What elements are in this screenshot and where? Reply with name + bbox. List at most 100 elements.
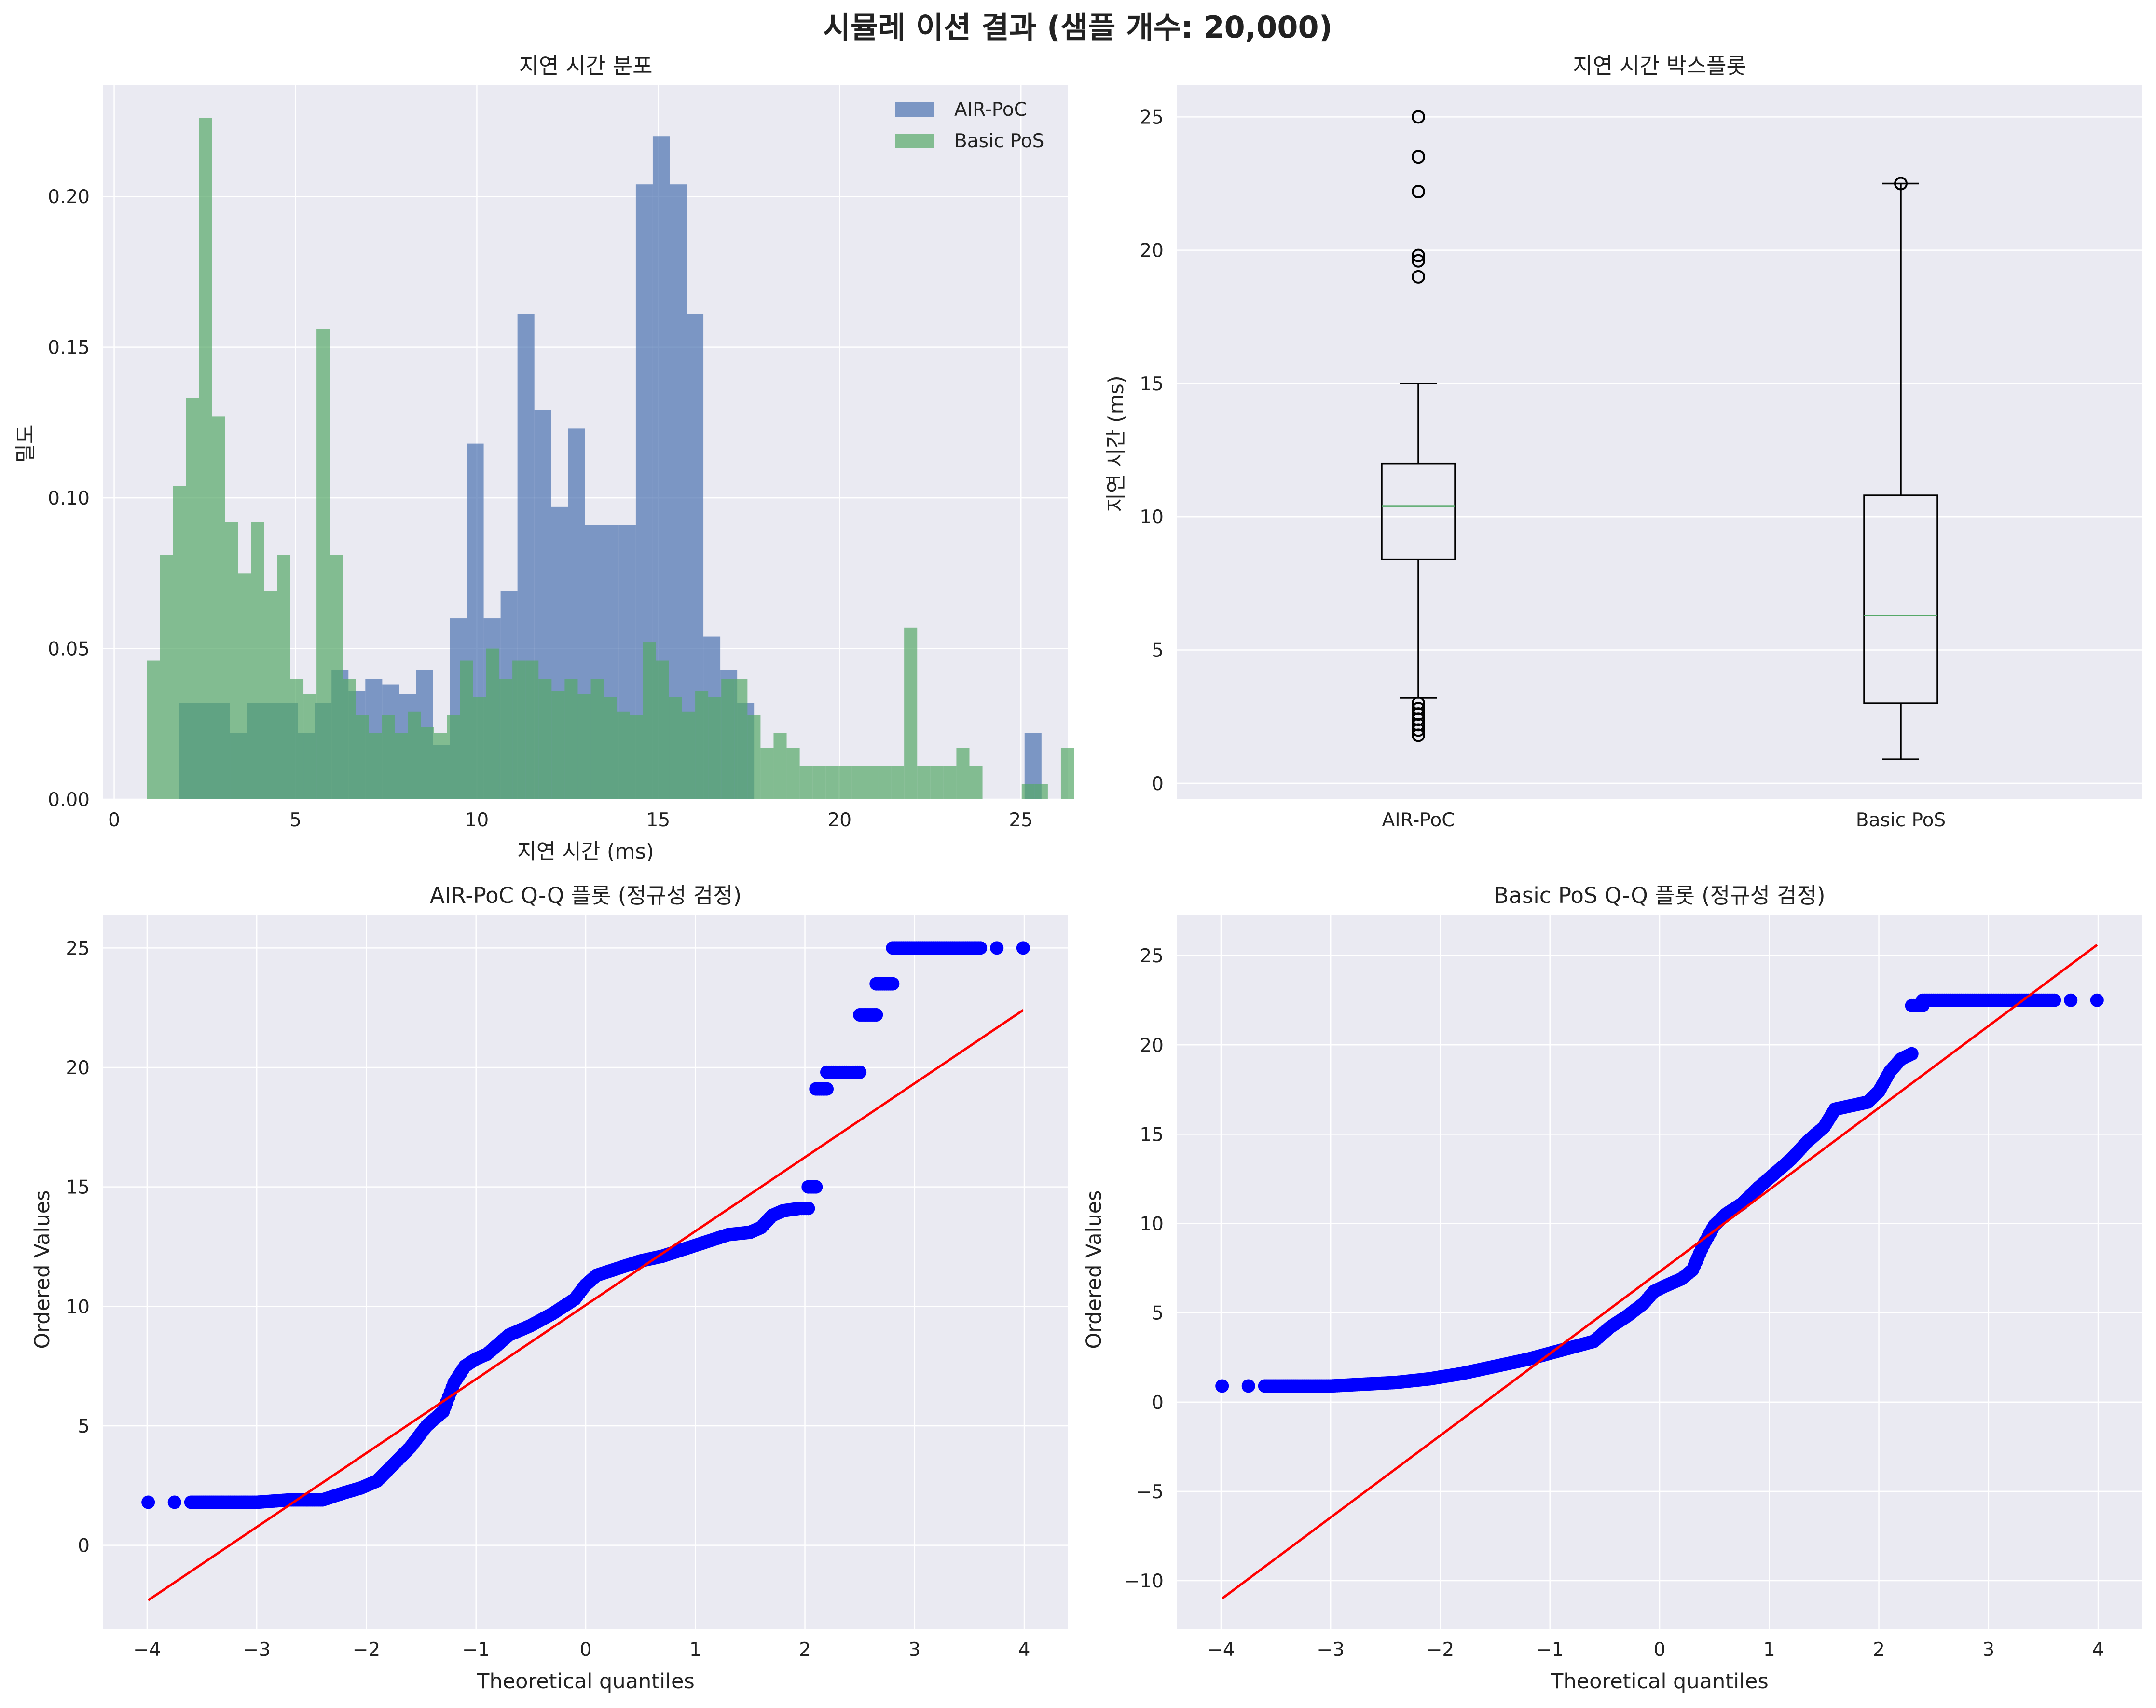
qq-air-poc-ytick-label: 15 [66, 1177, 90, 1199]
histogram-ytick-label: 0.05 [48, 639, 90, 660]
histogram-bar-basic-pos [408, 711, 421, 799]
histogram-bar-basic-pos [825, 766, 839, 799]
histogram-bar-basic-pos [369, 733, 382, 799]
histogram-xtick-label: 10 [465, 809, 489, 831]
histogram-bar-basic-pos [264, 591, 277, 799]
histogram-bar-basic-pos [343, 679, 356, 799]
qq-basic-pos-panel: Basic PoS Q-Q 플롯 (정규성 검정) Theoretical qu… [1082, 883, 2142, 1694]
histogram-bar-basic-pos [330, 555, 343, 799]
qq-air-poc-xtick-label: −3 [243, 1639, 271, 1661]
histogram-bar-basic-pos [1021, 784, 1035, 799]
histogram-bar-basic-pos [290, 679, 304, 799]
qq-basic-pos-xtick-label: −4 [1207, 1639, 1235, 1661]
histogram-ylabel: 밀도 [14, 424, 38, 463]
qq-basic-pos-ylabel: Ordered Values [1082, 1190, 1106, 1349]
histogram-bar-basic-pos [865, 766, 879, 799]
qq-basic-pos-xtick-label: −1 [1536, 1639, 1564, 1661]
qq-air-poc-ytick-label: 20 [66, 1057, 90, 1079]
qq-basic-pos-ytick-label: 25 [1140, 945, 1164, 967]
histogram-bar-basic-pos [277, 555, 290, 799]
histogram-bar-basic-pos [643, 642, 656, 799]
boxplot-ylabel: 지연 시간 (ms) [1104, 375, 1128, 512]
histogram-ytick-label: 0.15 [48, 337, 90, 359]
qq-air-poc-ytick-label: 0 [78, 1535, 90, 1557]
box-outlier [1412, 723, 1425, 737]
qq-air-poc-xlabel: Theoretical quantiles [476, 1669, 695, 1694]
qq-air-poc-xtick-label: −1 [462, 1639, 490, 1661]
qq-air-poc-xtick-label: 1 [689, 1639, 701, 1661]
box-air-poc [1381, 110, 1456, 742]
histogram-bar-basic-pos [930, 766, 944, 799]
histogram-legend: AIR-PoC Basic PoS [895, 99, 1044, 152]
histogram-bar-basic-pos [395, 733, 408, 799]
box-outlier [1412, 270, 1425, 284]
histogram-bar-basic-pos [721, 679, 735, 799]
histogram-bar-basic-pos [734, 679, 748, 799]
histogram-bar-basic-pos [656, 660, 669, 799]
qq-air-poc-ytick-label: 10 [66, 1296, 90, 1318]
histogram-panel: 지연 시간 분포 지연 시간 (ms) 밀도 0 5 10 15 20 25 0.00 0.0… [14, 53, 1634, 864]
qq-air-poc-point [809, 1180, 823, 1194]
qq-air-poc-panel: AIR-PoC Q-Q 플롯 (정규성 검정) Theoretical quan… [30, 883, 1068, 1694]
qq-air-poc-point [167, 1495, 181, 1509]
legend-swatch-basic-pos [895, 134, 934, 148]
boxplot-xtick-label: AIR-PoC [1382, 809, 1455, 831]
qq-basic-pos-point [2064, 993, 2078, 1007]
histogram-bar-basic-pos [891, 766, 905, 799]
boxplot-panel: 지연 시간 박스플롯 지연 시간 (ms) 0 5 10 15 20 25 AIR-PoC B… [1104, 53, 2142, 831]
histogram-bar-basic-pos [1034, 784, 1048, 799]
qq-basic-pos-xtick-label: 2 [1873, 1639, 1885, 1661]
qq-basic-pos-xtick-label: −2 [1427, 1639, 1455, 1661]
histogram-bar-basic-pos [564, 679, 578, 799]
qq-air-poc-ytick-label: 5 [78, 1416, 90, 1437]
histogram-bar-basic-pos [512, 660, 526, 799]
box-body [1863, 494, 1938, 704]
qq-air-poc-ylabel: Ordered Values [30, 1190, 55, 1349]
histogram-bar-basic-pos [577, 694, 591, 799]
histogram-bar-basic-pos [356, 715, 369, 799]
box-outlier [1412, 110, 1425, 124]
box-outlier [1412, 728, 1425, 742]
box-outlier [1412, 150, 1425, 164]
qq-basic-pos-ytick-label: 0 [1152, 1392, 1164, 1414]
histogram-bar-basic-pos [617, 711, 630, 799]
boxplot-ytick-label: 0 [1152, 773, 1164, 795]
histogram-xtick-label: 15 [646, 809, 671, 831]
histogram-bar-basic-pos [173, 486, 186, 799]
histogram-bar-basic-pos [316, 329, 330, 799]
histogram-bar-basic-pos [186, 398, 199, 799]
qq-basic-pos-ytick-label: 20 [1140, 1035, 1164, 1056]
figure-suptitle: 시뮬레 이션 결과 (샘플 개수: 20,000) [823, 10, 1332, 45]
box-outlier [1412, 254, 1425, 268]
histogram-bar-basic-pos [604, 697, 617, 799]
box-basic-pos [1863, 177, 1938, 760]
qq-basic-pos-fit-line [1221, 943, 2098, 1600]
histogram-bar-basic-pos [695, 691, 709, 799]
qq-air-poc-point [820, 1082, 834, 1096]
qq-basic-pos-title: Basic PoS Q-Q 플롯 (정규성 검정) [1494, 883, 1825, 908]
histogram-bar-basic-pos [551, 691, 565, 799]
histogram-bar-basic-pos [460, 660, 473, 799]
histogram-bar-basic-pos [382, 715, 395, 799]
histogram-bar-basic-pos [773, 733, 787, 799]
histogram-bar-basic-pos [669, 697, 682, 799]
histogram-xtick-label: 20 [827, 809, 851, 831]
boxplot-xtick-label: Basic PoS [1856, 809, 1946, 831]
histogram-bar-basic-pos [682, 711, 696, 799]
histogram-bar-basic-pos [786, 748, 800, 799]
qq-air-poc-xtick-label: 4 [1018, 1639, 1030, 1661]
histogram-bar-basic-pos [225, 522, 238, 799]
histogram-bar-basic-pos [421, 727, 434, 799]
histogram-bar-basic-pos [147, 660, 160, 799]
qq-basic-pos-point [1241, 1379, 1255, 1393]
histogram-bar-basic-pos [838, 766, 852, 799]
boxplot-ytick-label: 10 [1140, 506, 1164, 528]
qq-basic-pos-point [1905, 1047, 1919, 1061]
qq-basic-pos-ytick-label: 5 [1152, 1303, 1164, 1325]
histogram-bar-basic-pos [199, 118, 212, 799]
histogram-bar-basic-pos [590, 679, 604, 799]
boxplot-plot-area [1177, 85, 2142, 799]
qq-air-poc-xtick-label: 0 [580, 1639, 592, 1661]
qq-basic-pos-xtick-label: 0 [1654, 1639, 1666, 1661]
qq-basic-pos-xtick-label: 4 [2092, 1639, 2104, 1661]
